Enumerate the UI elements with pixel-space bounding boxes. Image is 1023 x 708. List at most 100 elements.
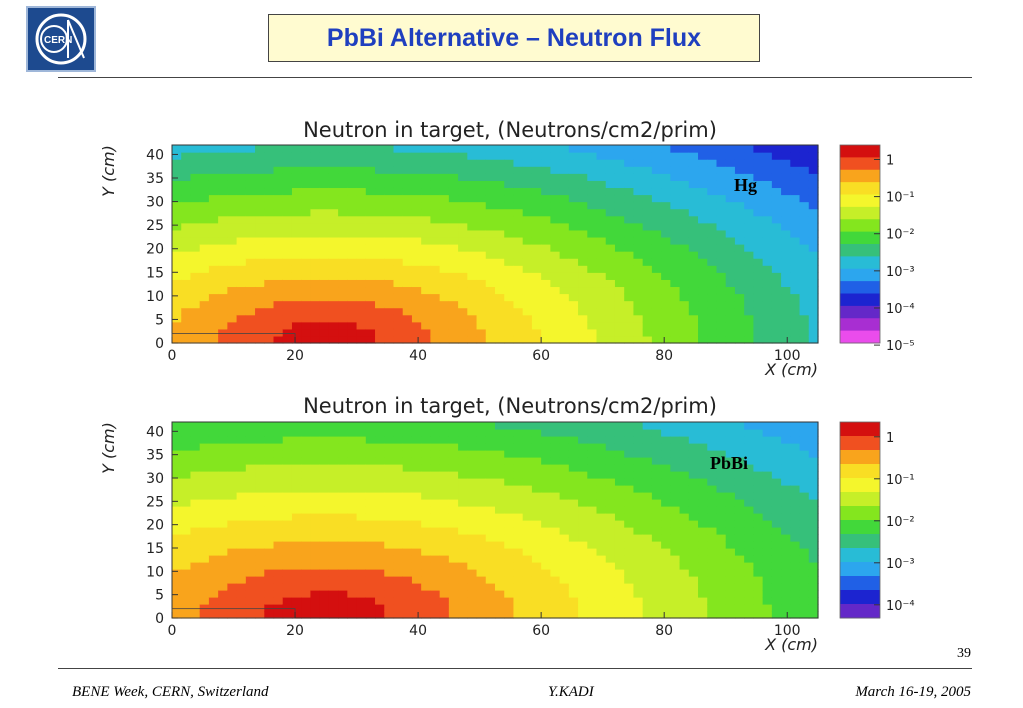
heatmap-cell — [255, 457, 265, 465]
heatmap-cell — [338, 314, 348, 323]
heatmap-cell — [411, 300, 422, 309]
heatmap-cell — [707, 597, 718, 605]
heatmap-cell — [661, 314, 671, 323]
heatmap-cell — [522, 194, 533, 203]
heatmap-cell — [291, 321, 302, 330]
heatmap-cell — [559, 429, 570, 437]
heatmap-cell — [430, 590, 441, 598]
heatmap-cell — [661, 215, 671, 224]
heatmap-cell — [365, 478, 376, 486]
heatmap-cell — [402, 604, 413, 612]
heatmap-cell — [605, 145, 616, 153]
heatmap-cell — [384, 597, 395, 605]
heatmap-cell — [356, 485, 367, 493]
heatmap-cell — [365, 265, 376, 273]
heatmap-cell — [541, 443, 551, 451]
heatmap-cell — [799, 443, 810, 451]
heatmap-cell — [753, 215, 764, 224]
heatmap-cell — [642, 208, 653, 217]
heatmap-cell — [725, 194, 736, 203]
heatmap-cell — [375, 307, 385, 316]
heatmap-cell — [550, 478, 561, 486]
heatmap-cell — [411, 471, 422, 479]
heatmap-cell — [651, 173, 662, 181]
heatmap-cell — [513, 471, 524, 479]
heatmap-cell — [642, 328, 653, 337]
heatmap-cell — [651, 286, 662, 295]
heatmap-cell — [790, 215, 801, 224]
heatmap-cell — [218, 611, 228, 619]
heatmap-cell — [384, 222, 395, 231]
heatmap-cell — [734, 173, 745, 181]
heatmap-cell — [513, 548, 524, 556]
heatmap-cell — [550, 562, 561, 570]
heatmap-cell — [522, 145, 533, 153]
heatmap-cell — [199, 166, 210, 174]
heatmap-cell — [734, 583, 745, 591]
heatmap-cell — [504, 321, 515, 330]
heatmap-cell — [651, 569, 662, 577]
heatmap-cell — [310, 229, 321, 238]
heatmap-cell — [670, 229, 681, 238]
heatmap-cell — [799, 307, 810, 316]
heatmap-cell — [744, 548, 754, 556]
heatmap-cell — [199, 590, 210, 598]
heatmap-cell — [614, 173, 625, 181]
colorbar-segment — [840, 194, 880, 208]
heatmap-cell — [255, 194, 265, 203]
heatmap-cell — [522, 527, 533, 535]
heatmap-cell — [356, 422, 367, 430]
heatmap-cell — [328, 534, 339, 542]
y-axis-label: Y (cm) — [99, 422, 118, 474]
heatmap-cell — [328, 506, 339, 514]
heatmap-cell — [596, 604, 607, 612]
heatmap-cell — [208, 604, 219, 612]
heatmap-cell — [781, 485, 791, 493]
heatmap-cell — [458, 597, 468, 605]
colorbar-label: 10⁻¹ — [886, 473, 915, 488]
heatmap-cell — [347, 328, 358, 337]
heatmap-cell — [744, 159, 754, 167]
heatmap-cell — [531, 513, 542, 521]
heatmap-cell — [255, 251, 265, 259]
heatmap-cell — [430, 159, 441, 167]
heatmap-cell — [753, 513, 764, 521]
heatmap-cell — [393, 555, 404, 563]
heatmap-cell — [605, 443, 616, 451]
heatmap-cell — [421, 321, 431, 330]
heatmap-cell — [458, 422, 468, 430]
heatmap-cell — [439, 457, 450, 465]
heatmap-cell — [181, 576, 192, 584]
heatmap-cell — [495, 335, 505, 344]
heatmap-cell — [236, 436, 247, 444]
heatmap-cell — [495, 569, 505, 577]
heatmap-cell — [236, 492, 247, 500]
heatmap-cell — [338, 436, 348, 444]
heatmap-cell — [781, 611, 791, 619]
heatmap-cell — [227, 583, 238, 591]
heatmap-cell — [531, 450, 542, 458]
heatmap-cell — [578, 485, 588, 493]
heatmap-cell — [255, 307, 265, 316]
heatmap-cell — [531, 534, 542, 542]
heatmap-cell — [522, 492, 533, 500]
heatmap-cell — [236, 166, 247, 174]
heatmap-cell — [605, 492, 616, 500]
heatmap-cell — [808, 583, 819, 591]
heatmap-cell — [384, 583, 395, 591]
heatmap-cell — [688, 534, 699, 542]
heatmap-cell — [402, 569, 413, 577]
heatmap-cell — [799, 457, 810, 465]
heatmap-cell — [421, 236, 431, 245]
heatmap-cell — [744, 328, 754, 337]
heatmap-cell — [587, 251, 598, 259]
heatmap-cell — [190, 555, 201, 563]
heatmap-cell — [541, 335, 551, 344]
heatmap-cell — [614, 201, 625, 210]
heatmap-cell — [448, 562, 459, 570]
heatmap-cell — [199, 222, 210, 231]
heatmap-cell — [255, 152, 265, 160]
heatmap-cell — [439, 541, 450, 549]
heatmap-cell — [411, 569, 422, 577]
heatmap-cell — [762, 422, 773, 430]
